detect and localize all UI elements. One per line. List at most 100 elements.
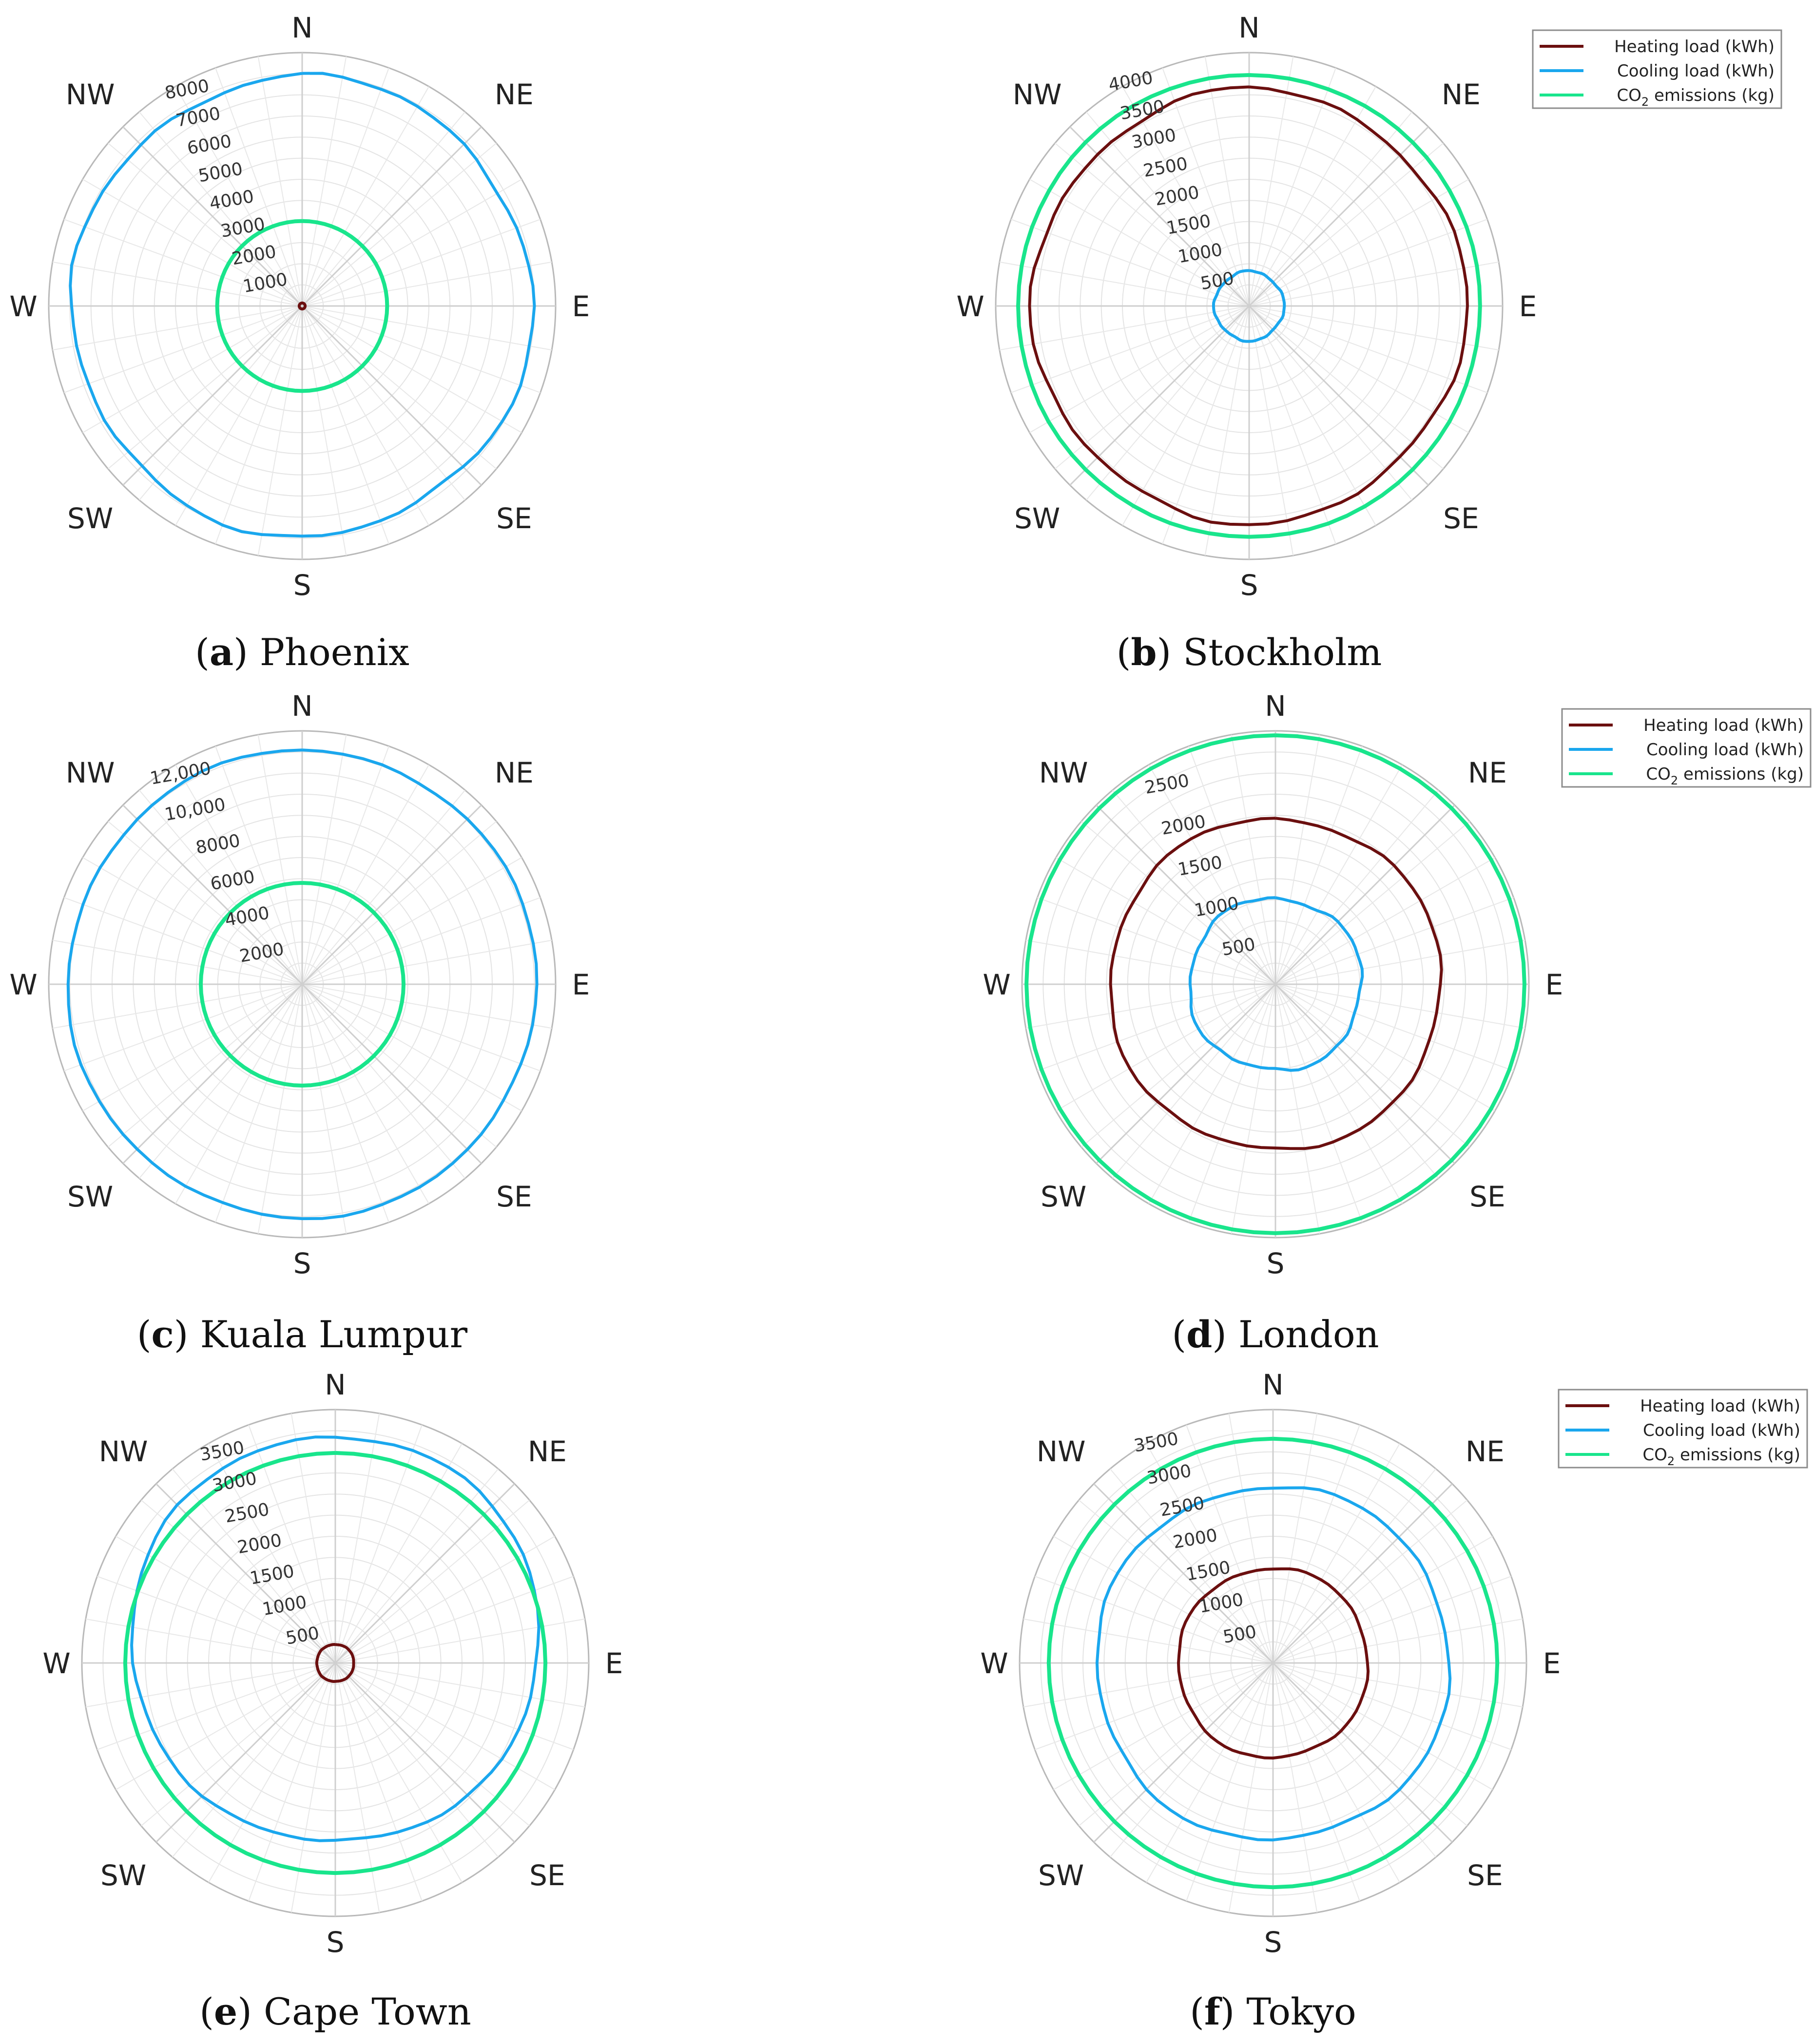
grid-spoke <box>1275 857 1495 985</box>
grid-spoke <box>1011 219 1250 306</box>
legend: Heating load (kWh) Cooling load (kWh) CO2 … <box>1532 29 1782 109</box>
grid-spoke <box>52 984 303 1029</box>
grid-spoke <box>1273 1662 1437 1857</box>
grid-spoke <box>1275 984 1495 1111</box>
caption-paren: ( <box>195 630 210 674</box>
polar-chart-a: 10002000300040005000600070008000NNEESESS… <box>9 11 590 674</box>
grid-spoke <box>175 306 303 526</box>
tick-label: 1500 <box>249 1561 296 1588</box>
grid-spoke <box>1273 1662 1360 1901</box>
grid-spoke <box>1023 1618 1274 1663</box>
direction-label-ne: NE <box>1442 78 1481 111</box>
direction-label-e: E <box>572 968 590 1001</box>
grid-spoke <box>1109 1662 1274 1857</box>
grid-spoke <box>1273 1662 1523 1708</box>
panel-caption: (a) Phoenix <box>195 630 409 674</box>
caption-letter: d <box>1186 1313 1212 1356</box>
grid-spoke <box>1081 821 1276 985</box>
panel-caption: (f) Tokyo <box>1190 1990 1356 2033</box>
tick-label: 3000 <box>1130 125 1177 153</box>
tick-label: 3000 <box>219 214 267 242</box>
grid-spoke <box>1275 984 1363 1223</box>
direction-label-e: E <box>605 1647 623 1680</box>
direction-label-n: N <box>1262 1368 1283 1401</box>
legend-label-co2: CO2 emissions (kg) <box>1646 764 1804 787</box>
grid-spoke <box>302 984 522 1111</box>
grid-spoke <box>302 790 466 985</box>
legend-label-cooling: Cooling load (kWh) <box>1643 1421 1800 1440</box>
grid-spoke <box>1275 984 1320 1234</box>
grid-spoke <box>1273 1662 1493 1790</box>
grid-spoke <box>1249 112 1413 306</box>
grid-spoke <box>1186 1662 1274 1901</box>
grid-spoke <box>1186 1425 1274 1663</box>
major-spoke <box>122 126 303 307</box>
grid-spoke <box>215 306 303 544</box>
grid-spoke <box>302 142 497 306</box>
grid-spoke <box>1275 764 1403 985</box>
grid-spoke <box>302 984 497 1148</box>
grid-spoke <box>257 306 303 556</box>
grid-spoke <box>302 219 540 306</box>
grid-spoke <box>302 261 552 306</box>
caption-city: ) Kuala Lumpur <box>174 1313 468 1356</box>
grid-spoke <box>1053 1536 1274 1663</box>
grid-spoke <box>1029 179 1250 306</box>
grid-spoke <box>1249 306 1469 433</box>
grid-spoke <box>1249 306 1444 470</box>
panel-caption: (d) London <box>1172 1313 1379 1356</box>
major-spoke <box>1093 1483 1274 1664</box>
grid-spoke <box>302 984 347 1234</box>
grid-spoke <box>1273 1618 1523 1663</box>
tick-label: 4000 <box>1107 68 1154 95</box>
tick-label: 8000 <box>163 76 211 103</box>
tick-label: 5000 <box>197 159 244 186</box>
legend-label-cooling: Cooling load (kWh) <box>1646 740 1804 760</box>
major-spoke <box>1274 983 1455 1164</box>
legend-label-cooling: Cooling load (kWh) <box>1617 61 1775 81</box>
grid-spoke <box>1249 306 1413 500</box>
grid-spoke <box>52 261 303 306</box>
major-spoke <box>301 305 482 486</box>
grid-spoke <box>302 984 389 1223</box>
grid-spoke <box>1231 984 1276 1234</box>
legend-label-heating: Heating load (kWh) <box>1643 716 1804 735</box>
direction-label-se: SE <box>1443 502 1479 535</box>
grid-spoke <box>335 1425 423 1663</box>
direction-label-nw: NW <box>1037 1435 1086 1468</box>
series-heating-line <box>297 301 307 311</box>
grid-spoke <box>64 897 303 985</box>
caption-paren: ( <box>137 1313 152 1356</box>
grid-spoke <box>302 306 540 393</box>
grid-spoke <box>302 112 466 306</box>
grid-spoke <box>1148 764 1276 985</box>
direction-label-sw: SW <box>1041 1180 1086 1213</box>
grid-spoke <box>302 984 552 1029</box>
grid-spoke <box>1231 734 1276 985</box>
grid-spoke <box>302 857 522 985</box>
caption-letter: b <box>1131 630 1157 674</box>
grid-spoke <box>302 179 522 306</box>
grid-spoke <box>302 764 429 985</box>
grid-spoke <box>1146 1443 1274 1663</box>
grid-spoke <box>1122 306 1250 526</box>
tick-label: 3500 <box>1133 1429 1180 1456</box>
caption-paren: ( <box>1117 630 1131 674</box>
direction-label-n: N <box>291 689 312 723</box>
major-spoke <box>1274 804 1455 985</box>
grid-spoke <box>302 746 389 985</box>
series-cooling-line <box>69 72 536 538</box>
grid-spoke <box>1037 897 1276 985</box>
legend-label-heating: Heating load (kWh) <box>1614 37 1775 57</box>
series-heating-line <box>1177 1567 1370 1760</box>
tick-label: 1500 <box>1177 853 1224 880</box>
grid-spoke <box>52 939 303 985</box>
grid-spoke <box>1249 219 1487 306</box>
series-cooling-line <box>1095 1486 1452 1842</box>
grid-spoke <box>1275 897 1514 985</box>
grid-spoke <box>302 306 497 470</box>
major-spoke <box>1093 1662 1274 1843</box>
grid-spoke <box>1055 142 1250 306</box>
direction-label-s: S <box>327 1926 345 1959</box>
direction-label-w: W <box>42 1647 70 1680</box>
